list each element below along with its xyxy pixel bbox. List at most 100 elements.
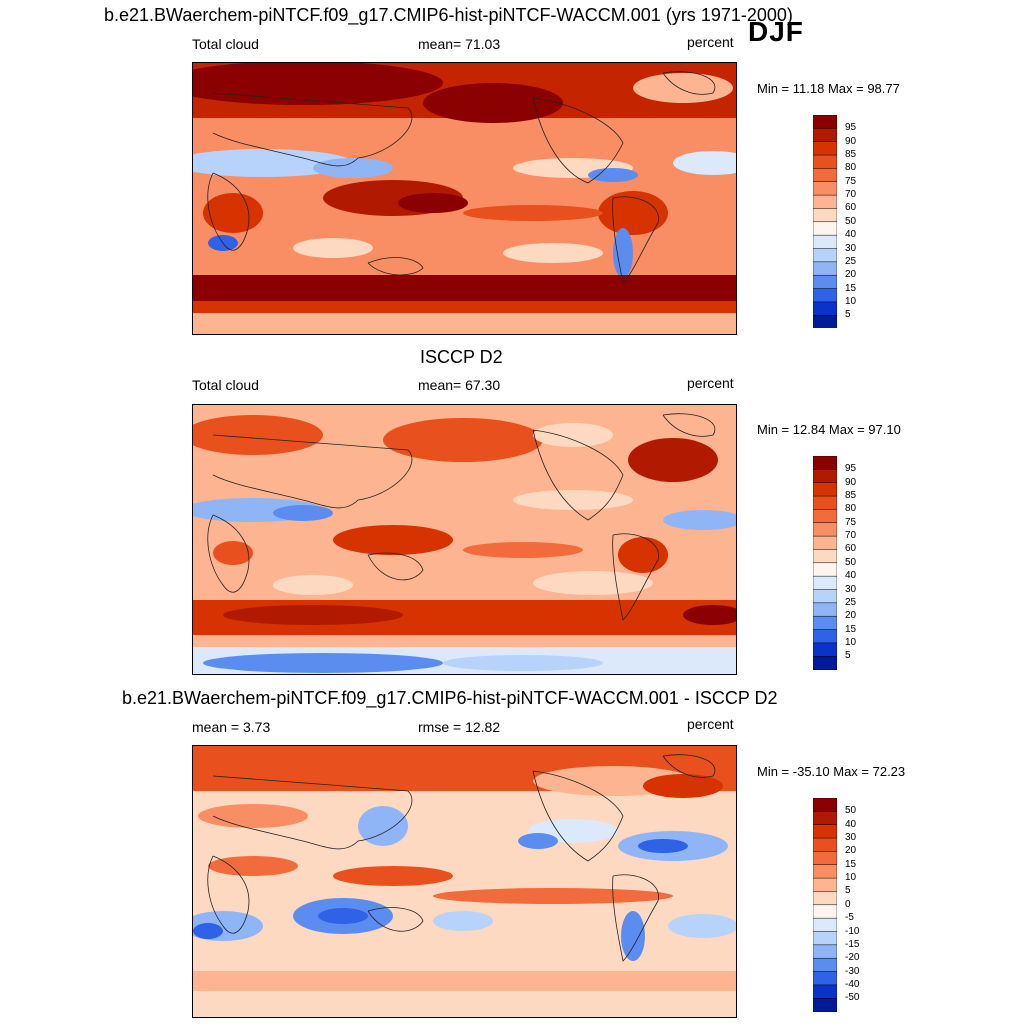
colorbar-swatch xyxy=(812,315,838,330)
panel2-units-label: percent xyxy=(687,375,734,391)
colorbar-swatch xyxy=(812,168,838,183)
colorbar-swatch xyxy=(812,509,838,524)
colorbar-swatch xyxy=(812,301,838,316)
panel3-minmax: Min = -35.10 Max = 72.23 xyxy=(757,764,906,779)
colorbar-swatch xyxy=(812,522,838,537)
colorbar-tick-label: 5 xyxy=(845,309,851,321)
panel3-title: b.e21.BWaerchem-piNTCF.f09_g17.CMIP6-his… xyxy=(122,688,778,708)
colorbar-tick-label: 30 xyxy=(845,832,857,844)
panel2-minmax: Min = 12.84 Max = 97.10 xyxy=(757,422,901,437)
colorbar-swatch xyxy=(812,562,838,577)
panel3-rmse-label: rmse = 12.82 xyxy=(418,719,501,735)
colorbar-tick-label: -30 xyxy=(845,965,860,977)
colorbar-swatch xyxy=(812,944,838,959)
colorbar-tick-label: 50 xyxy=(845,215,857,227)
colorbar-tick-label: 40 xyxy=(845,818,857,830)
colorbar-swatch xyxy=(812,811,838,826)
colorbar-tick-label: 70 xyxy=(845,530,857,542)
colorbar-tick-label: -5 xyxy=(845,912,854,924)
colorbar-tick-label: 15 xyxy=(845,282,857,294)
colorbar-swatch xyxy=(812,877,838,893)
colorbar-swatch xyxy=(812,656,838,671)
colorbar-swatch xyxy=(812,998,838,1013)
colorbar-tick-label: 20 xyxy=(845,845,857,857)
colorbar-swatch xyxy=(812,615,838,631)
colorbar-tick-label: 30 xyxy=(845,583,857,595)
colorbar-tick-label: 80 xyxy=(845,503,857,515)
panel2-colorbar-swatches xyxy=(812,455,838,671)
colorbar-swatch xyxy=(812,234,838,250)
panel2-colorbar xyxy=(812,455,838,675)
panel3-units-label: percent xyxy=(687,716,734,732)
panel3-mean-label: mean = 3.73 xyxy=(192,719,271,735)
colorbar-tick-label: -20 xyxy=(845,952,860,964)
colorbar-swatch xyxy=(812,274,838,290)
colorbar-swatch xyxy=(812,575,838,591)
colorbar-swatch xyxy=(812,602,838,617)
colorbar-swatch xyxy=(812,221,838,236)
panel1-mean-label: mean= 71.03 xyxy=(418,36,501,52)
colorbar-tick-label: 90 xyxy=(845,476,857,488)
panel1-units-label: percent xyxy=(687,34,734,50)
colorbar-swatch xyxy=(812,535,838,551)
colorbar-tick-label: 85 xyxy=(845,149,857,161)
colorbar-tick-label: -15 xyxy=(845,938,860,950)
colorbar-swatch xyxy=(812,114,838,129)
panel1-map xyxy=(192,62,737,335)
colorbar-tick-label: 15 xyxy=(845,623,857,635)
panel2-mean-label: mean= 67.30 xyxy=(418,377,501,393)
panel3-map xyxy=(192,745,737,1018)
colorbar-swatch xyxy=(812,957,838,973)
colorbar-swatch xyxy=(812,824,838,839)
colorbar-tick-label: 80 xyxy=(845,162,857,174)
colorbar-tick-label: 75 xyxy=(845,516,857,528)
colorbar-swatch xyxy=(812,288,838,303)
colorbar-tick-label: 10 xyxy=(845,295,857,307)
colorbar-swatch xyxy=(812,931,838,946)
colorbar-swatch xyxy=(812,904,838,919)
colorbar-swatch xyxy=(812,864,838,879)
colorbar-tick-label: 25 xyxy=(845,255,857,267)
colorbar-swatch xyxy=(812,629,838,644)
colorbar-swatch xyxy=(812,549,838,564)
panel1-colorbar-swatches xyxy=(812,114,838,330)
colorbar-tick-label: 10 xyxy=(845,636,857,648)
season-label: DJF xyxy=(748,16,804,47)
colorbar-tick-label: 40 xyxy=(845,229,857,241)
panel2-variable-label: Total cloud xyxy=(192,377,259,393)
colorbar-swatch xyxy=(812,837,838,853)
colorbar-swatch xyxy=(812,261,838,276)
colorbar-swatch xyxy=(812,128,838,143)
colorbar-tick-label: 75 xyxy=(845,175,857,187)
colorbar-swatch xyxy=(812,589,838,604)
figure-title: b.e21.BWaerchem-piNTCF.f09_g17.CMIP6-his… xyxy=(104,5,793,25)
panel3-colorbar xyxy=(812,797,838,1017)
colorbar-tick-label: -50 xyxy=(845,992,860,1004)
colorbar-tick-label: 5 xyxy=(845,885,851,897)
panel3-colorbar-swatches xyxy=(812,797,838,1013)
colorbar-swatch xyxy=(812,797,838,812)
colorbar-swatch xyxy=(812,248,838,263)
colorbar-tick-label: 30 xyxy=(845,242,857,254)
colorbar-tick-label: 90 xyxy=(845,135,857,147)
colorbar-swatch xyxy=(812,141,838,156)
colorbar-tick-label: -10 xyxy=(845,925,860,937)
colorbar-tick-label: 25 xyxy=(845,596,857,608)
colorbar-tick-label: 20 xyxy=(845,610,857,622)
colorbar-swatch xyxy=(812,154,838,170)
colorbar-swatch xyxy=(812,455,838,470)
colorbar-tick-label: -40 xyxy=(845,978,860,990)
colorbar-tick-label: 95 xyxy=(845,463,857,475)
colorbar-tick-label: 60 xyxy=(845,543,857,555)
colorbar-swatch xyxy=(812,851,838,866)
colorbar-tick-label: 20 xyxy=(845,269,857,281)
colorbar-tick-label: 15 xyxy=(845,858,857,870)
colorbar-swatch xyxy=(812,917,838,933)
colorbar-swatch xyxy=(812,971,838,986)
colorbar-swatch xyxy=(812,469,838,484)
panel2-map xyxy=(192,404,737,675)
colorbar-tick-label: 5 xyxy=(845,650,851,662)
colorbar-tick-label: 40 xyxy=(845,570,857,582)
colorbar-tick-label: 10 xyxy=(845,872,857,884)
colorbar-swatch xyxy=(812,482,838,497)
